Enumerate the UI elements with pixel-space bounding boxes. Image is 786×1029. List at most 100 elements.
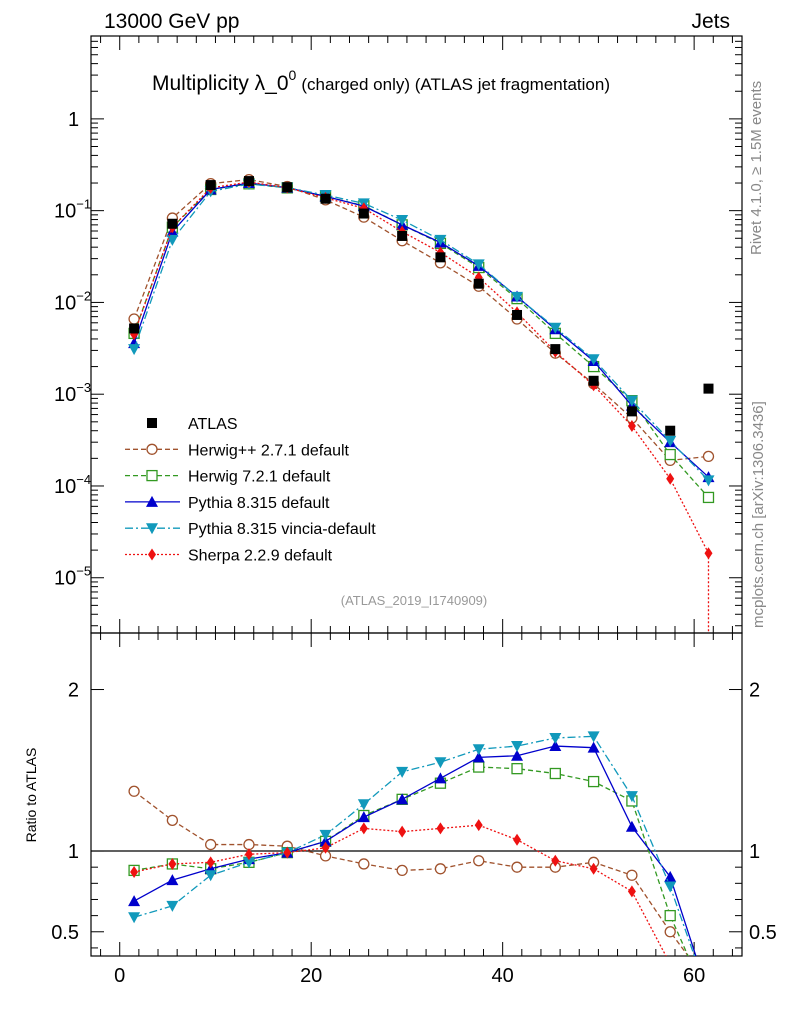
y-tick-label: 10−3 <box>54 380 91 406</box>
ratio-point <box>625 820 638 832</box>
ratio-point <box>204 870 217 882</box>
legend-entry: Pythia 8.315 vincia-default <box>125 521 376 538</box>
ratio-point <box>626 869 638 881</box>
category-label: Jets <box>691 10 730 33</box>
y-tick-label-exp: −3 <box>76 380 91 395</box>
data-point <box>205 180 216 191</box>
plot-title-main: Multiplicity λ_0 <box>152 72 289 95</box>
data-point <box>587 354 600 366</box>
ratio-point <box>396 793 409 805</box>
y-tick-label-exp: −5 <box>76 564 91 579</box>
ratio-series-pythia-8-315-vincia-default <box>128 731 696 956</box>
y-tick-label: 10−2 <box>54 288 91 314</box>
ratio-point <box>551 854 560 867</box>
data-point <box>472 259 485 271</box>
ratio-point <box>549 732 562 744</box>
series-line <box>133 182 709 478</box>
ratio-point <box>398 825 407 838</box>
ratio-point <box>434 772 447 784</box>
data-point <box>703 383 714 394</box>
ratio-point <box>664 909 676 922</box>
legend-entry: Herwig++ 2.7.1 default <box>125 442 350 459</box>
ratio-point <box>359 822 368 835</box>
y-tick-label-exp: −4 <box>76 472 91 487</box>
ratio-frame <box>90 632 743 957</box>
ratio-point <box>664 881 677 893</box>
ratio-series-herwig-2-7-1-default <box>128 785 689 956</box>
legend-label: ATLAS <box>188 416 238 433</box>
ratio-point <box>664 926 676 938</box>
y-tick-label-base: 10 <box>54 384 76 406</box>
ratio-panel: 0.5 0.51 12 20 20 40 60 Ratio to ATLAS <box>23 632 777 987</box>
legend-marker <box>147 418 157 428</box>
y-tick-label-base: 10 <box>54 292 76 314</box>
series-line <box>133 183 709 481</box>
x-tick-label: 0 <box>114 965 125 987</box>
ratio-point <box>128 895 141 907</box>
data-point <box>704 547 713 560</box>
y-tick-label: 1 <box>68 109 79 131</box>
ratio-point <box>587 775 600 788</box>
data-point <box>550 344 561 355</box>
ratio-point <box>474 819 483 832</box>
legend-entry: Herwig 7.2.1 default <box>125 469 331 486</box>
data-point <box>702 475 715 487</box>
ratio-point <box>166 900 179 912</box>
data-point <box>320 193 331 204</box>
data-point <box>702 491 715 504</box>
y-tick-label-base: 1 <box>68 109 79 131</box>
ratio-series-layer <box>91 731 742 956</box>
ratio-point <box>128 785 140 797</box>
legend-label: Herwig++ 2.7.1 default <box>188 442 350 459</box>
legend-entry: ATLAS <box>147 416 238 433</box>
data-point <box>473 278 484 289</box>
data-point <box>664 435 677 447</box>
ratio-point <box>511 861 523 873</box>
ratio-point <box>166 874 179 886</box>
ratio-point <box>357 799 370 811</box>
y-tick-label-base: 10 <box>54 476 76 498</box>
ratio-point <box>396 766 409 778</box>
data-point <box>243 176 254 187</box>
ratio-point <box>549 767 561 780</box>
data-point <box>549 322 562 334</box>
ratio-line <box>133 790 689 956</box>
data-point <box>625 395 638 407</box>
ratio-point <box>587 741 600 753</box>
data-point <box>512 309 523 320</box>
x-tick-label: 20 <box>300 965 322 987</box>
ratio-line <box>133 824 667 956</box>
ratio-point <box>206 856 215 869</box>
ratio-y-tick-label-left: 2 <box>68 680 79 702</box>
y-tick-label-exp: −2 <box>76 288 91 303</box>
legend-marker <box>146 469 158 482</box>
data-point <box>665 425 676 436</box>
ratio-point <box>244 848 253 861</box>
data-point <box>588 375 599 386</box>
energy-label: 13000 GeV pp <box>104 10 239 33</box>
ratio-ylabel: Ratio to ATLAS <box>23 748 39 843</box>
ratio-point <box>166 814 179 826</box>
y-tick-label: 10−1 <box>54 197 91 223</box>
data-point <box>627 420 636 433</box>
ratio-point <box>625 791 638 803</box>
ratio-series-sherpa-2-2-9-default <box>130 819 667 956</box>
y-tick-label-exp: −1 <box>76 197 91 212</box>
x-tick-label: 40 <box>492 965 514 987</box>
data-point <box>166 234 179 246</box>
ratio-point <box>511 741 524 753</box>
ratio-line <box>133 745 697 956</box>
data-point <box>396 215 409 227</box>
ratio-point <box>473 761 485 773</box>
ratio-point <box>511 763 523 775</box>
main-axis-ticks: 110−110−210−310−410−5 <box>54 35 742 633</box>
data-point <box>626 406 637 417</box>
ratio-point <box>472 751 485 763</box>
legend-label: Herwig 7.2.1 default <box>188 469 331 486</box>
ratio-clipped-layer <box>128 731 697 956</box>
ratio-line <box>133 766 689 956</box>
ratio-point <box>321 841 330 854</box>
ratio-point <box>587 731 600 743</box>
ratio-point <box>434 863 447 875</box>
